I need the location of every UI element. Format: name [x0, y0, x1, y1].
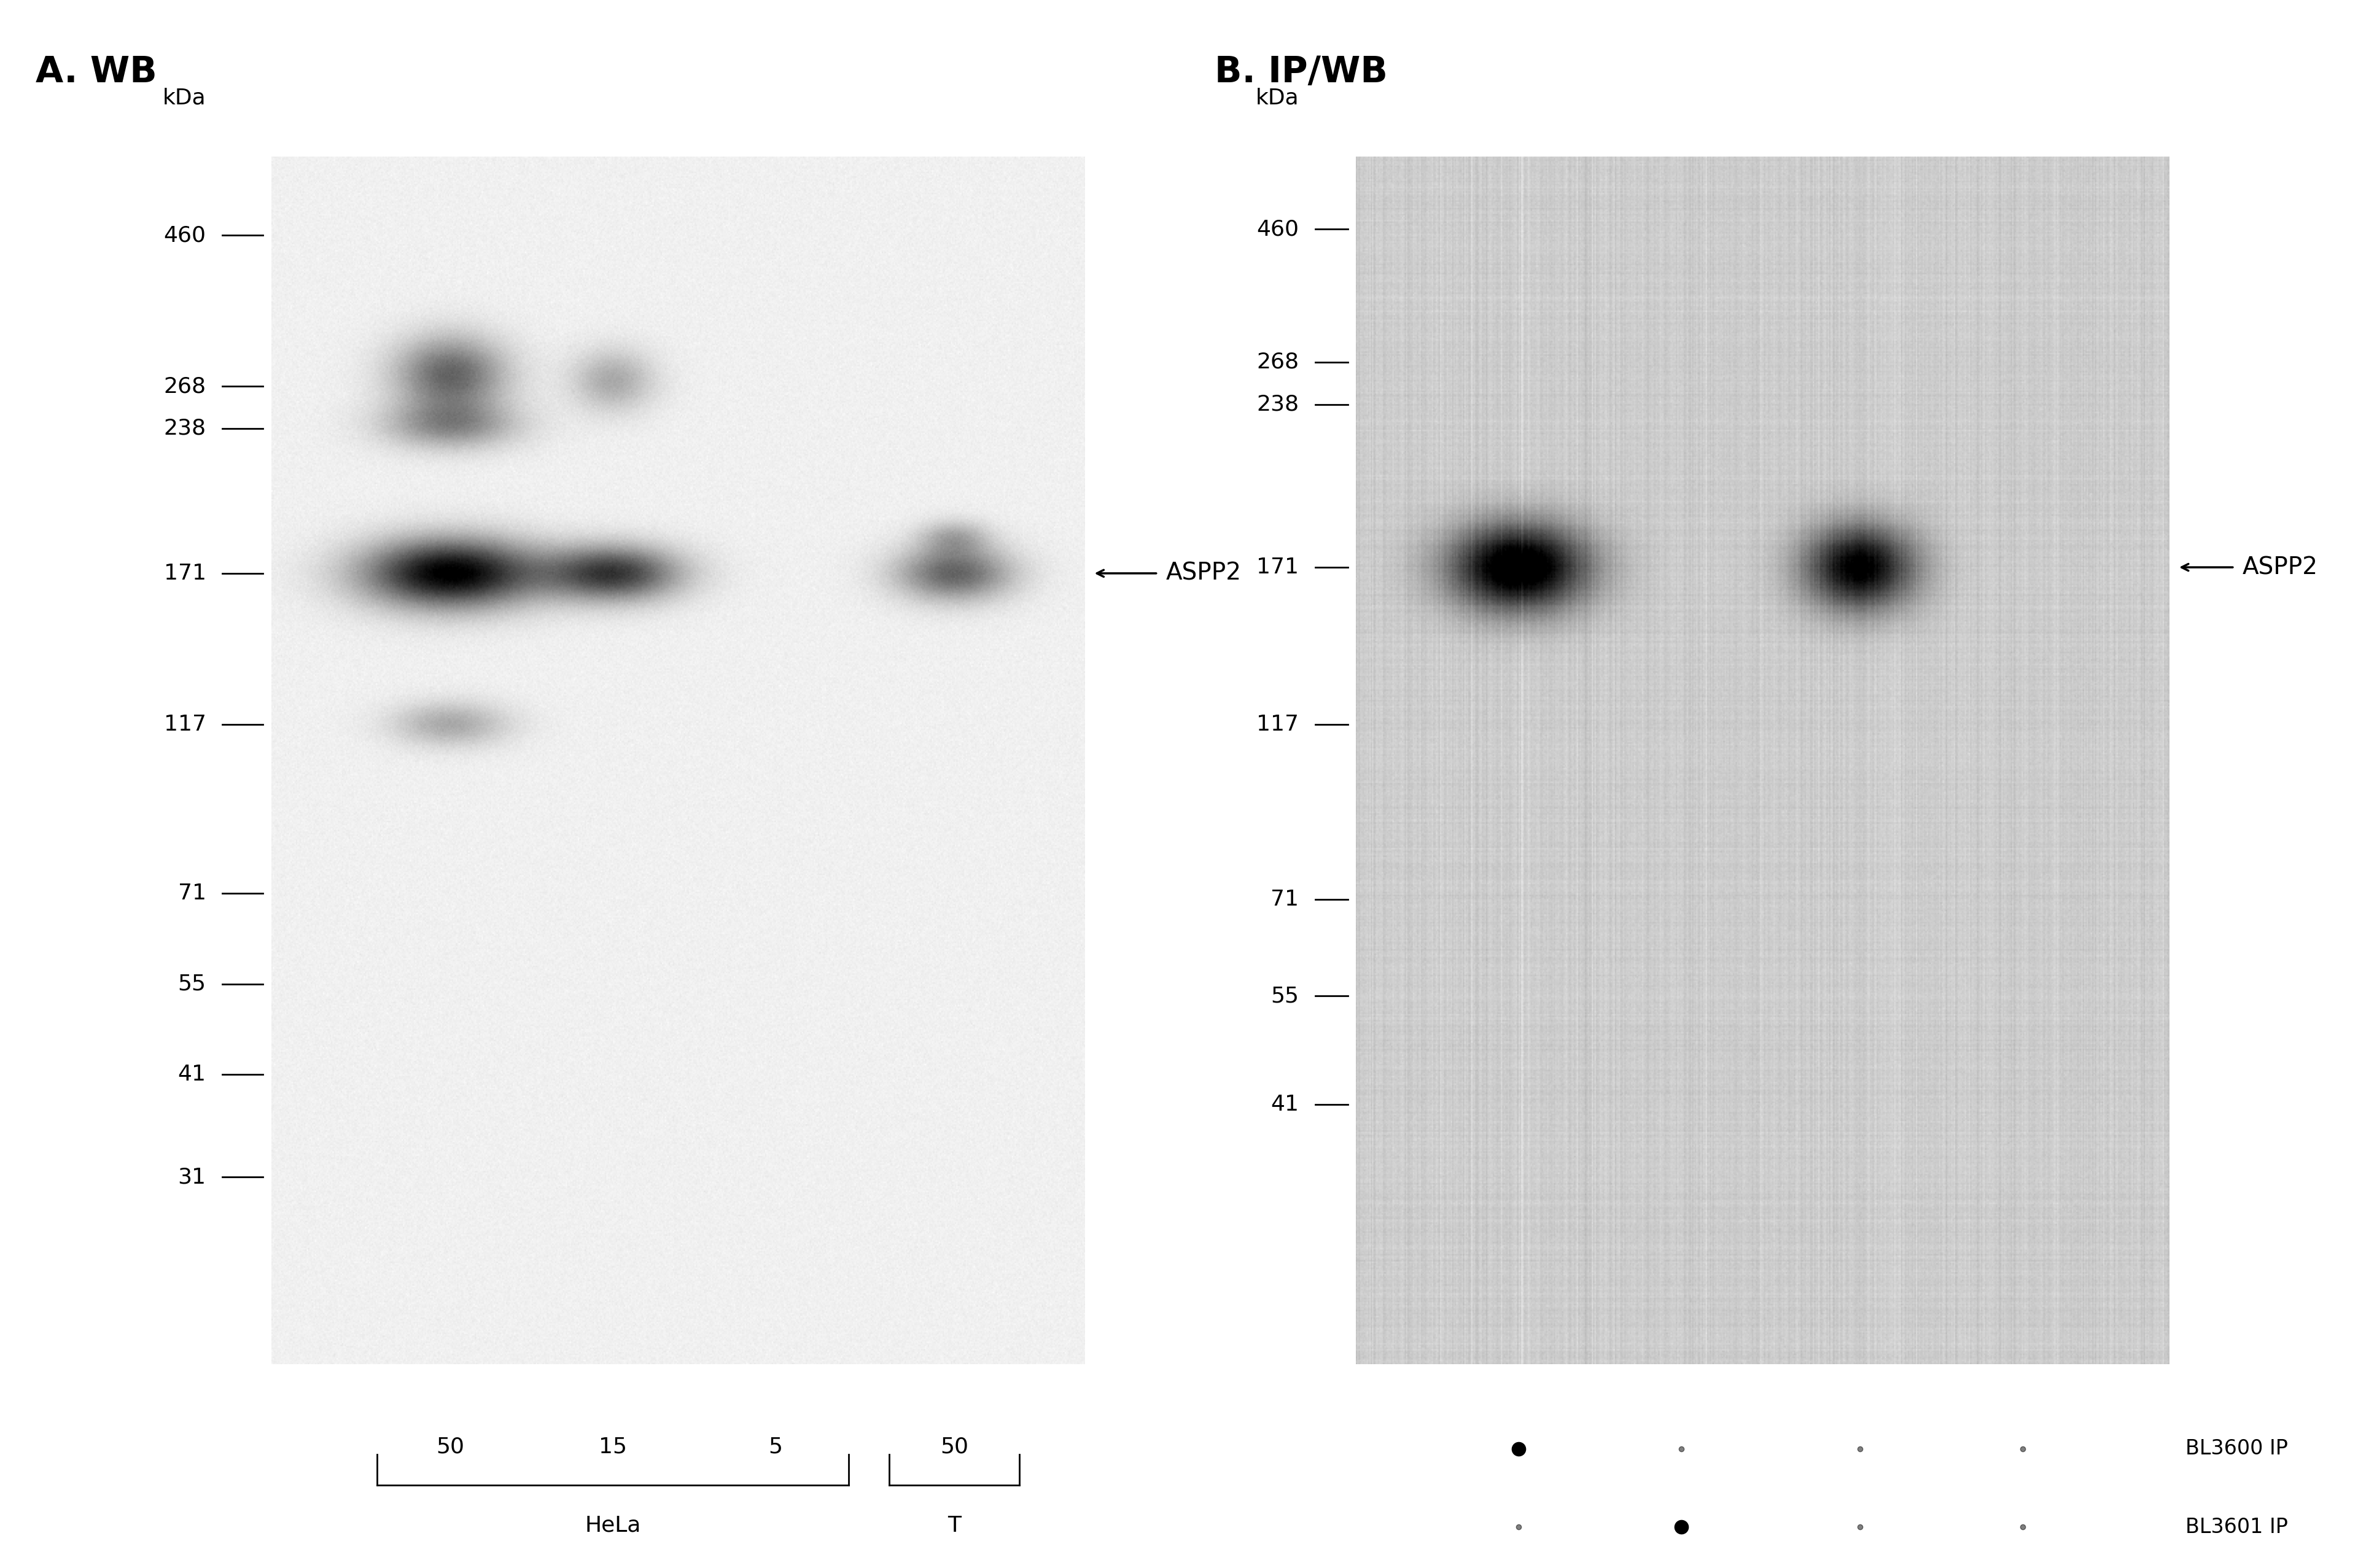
Text: 268: 268 — [1257, 351, 1299, 373]
Text: 460: 460 — [1257, 220, 1299, 240]
Text: 41: 41 — [1271, 1094, 1299, 1115]
Text: 5: 5 — [769, 1436, 783, 1458]
Text: ASPP2: ASPP2 — [1167, 561, 1243, 585]
Text: 238: 238 — [163, 419, 205, 439]
Text: 171: 171 — [1257, 557, 1299, 577]
Text: T: T — [948, 1515, 962, 1537]
Text: 50: 50 — [941, 1436, 969, 1458]
Text: 117: 117 — [163, 713, 205, 735]
Text: 31: 31 — [177, 1167, 205, 1187]
Text: 71: 71 — [1271, 889, 1299, 909]
Text: HeLa: HeLa — [585, 1515, 641, 1537]
Text: kDa: kDa — [163, 88, 205, 108]
Text: ASPP2: ASPP2 — [2242, 555, 2318, 579]
Text: 171: 171 — [163, 563, 205, 583]
Text: 117: 117 — [1257, 713, 1299, 735]
Text: 41: 41 — [177, 1065, 205, 1085]
Text: 55: 55 — [177, 974, 205, 994]
Text: 15: 15 — [599, 1436, 627, 1458]
Text: B. IP/WB: B. IP/WB — [1214, 55, 1387, 89]
Text: BL3600 IP: BL3600 IP — [2186, 1438, 2287, 1458]
Text: BL3601 IP: BL3601 IP — [2186, 1516, 2287, 1537]
Text: 460: 460 — [163, 224, 205, 246]
Text: 55: 55 — [1271, 985, 1299, 1007]
Text: 268: 268 — [163, 376, 205, 397]
Text: 50: 50 — [436, 1436, 465, 1458]
Text: 71: 71 — [177, 883, 205, 903]
Text: 238: 238 — [1257, 394, 1299, 416]
Text: A. WB: A. WB — [35, 55, 156, 89]
Text: kDa: kDa — [1254, 88, 1299, 108]
